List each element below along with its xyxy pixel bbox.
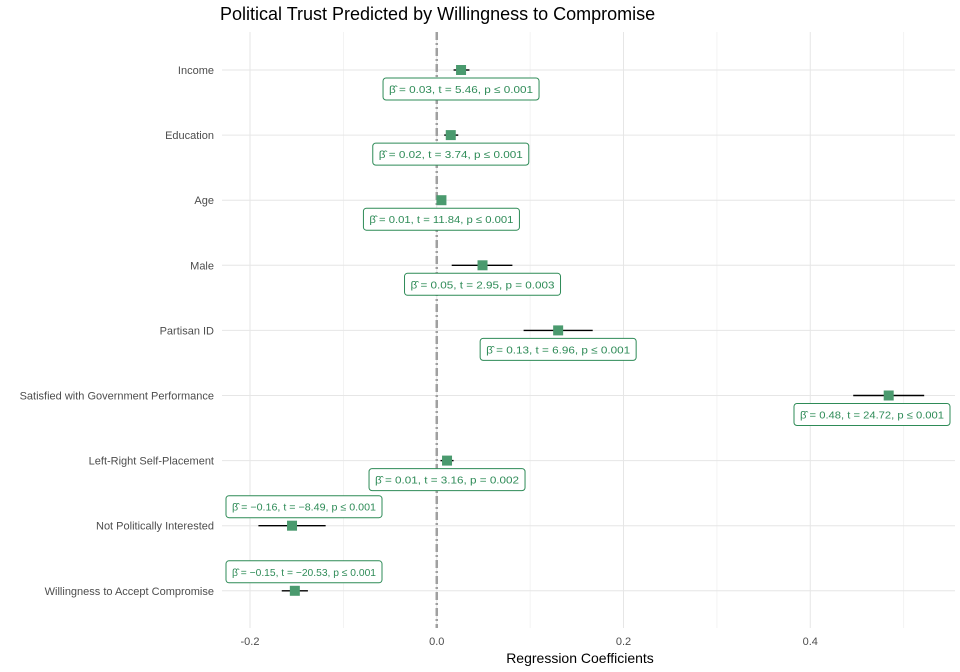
stat-label: β̂ = 0.01, t = 11.84, p ≤ 0.001 bbox=[362, 207, 520, 231]
x-tick-label: 0.4 bbox=[803, 636, 818, 648]
stat-label-box bbox=[404, 272, 562, 296]
stat-label-text: β̂ = 0.03, t = 5.46, p ≤ 0.001 bbox=[389, 84, 533, 96]
stat-label: β̂ = 0.02, t = 3.74, p ≤ 0.001 bbox=[372, 142, 530, 166]
x-axis-label: Regression Coefficients bbox=[506, 650, 654, 666]
estimate-point bbox=[553, 325, 564, 336]
stat-label-box bbox=[225, 495, 383, 519]
x-tick-label: -0.2 bbox=[241, 636, 260, 648]
stat-label-box bbox=[225, 560, 383, 584]
stat-label: β̂ = 0.13, t = 6.96, p ≤ 0.001 bbox=[479, 337, 637, 361]
grid-layer bbox=[222, 32, 955, 628]
chart-title: Political Trust Predicted by Willingness… bbox=[220, 4, 656, 24]
stat-label-text: β̂ = −0.16, t = −8.49, p ≤ 0.001 bbox=[232, 502, 376, 514]
marks-layer bbox=[258, 65, 925, 596]
stat-label-box bbox=[362, 207, 520, 231]
y-tick-label: Income bbox=[178, 65, 214, 77]
stat-label-text: β̂ = 0.02, t = 3.74, p ≤ 0.001 bbox=[379, 149, 523, 161]
stat-label-box bbox=[793, 403, 951, 426]
estimate-point bbox=[477, 260, 488, 271]
stat-label: β̂ = 0.48, t = 24.72, p ≤ 0.001 bbox=[793, 403, 951, 426]
estimate-point bbox=[287, 520, 298, 531]
estimate-point bbox=[456, 65, 467, 75]
labels-layer: β̂ = 0.03, t = 5.46, p ≤ 0.001 β̂ = 0.02,… bbox=[225, 77, 951, 584]
stat-label: β̂ = −0.15, t = −20.53, p ≤ 0.001 bbox=[225, 560, 383, 584]
stat-label-text: β̂ = 0.05, t = 2.95, p = 0.003 bbox=[411, 279, 555, 291]
stat-label-box bbox=[368, 468, 526, 492]
stat-label-text: β̂ = −0.15, t = −20.53, p ≤ 0.001 bbox=[232, 567, 376, 579]
stat-label: β̂ = 0.03, t = 5.46, p ≤ 0.001 bbox=[382, 77, 540, 101]
estimate-point bbox=[436, 195, 447, 206]
estimate-point bbox=[445, 130, 456, 141]
stat-label-box bbox=[382, 77, 540, 101]
stat-label-text: β̂ = 0.01, t = 3.16, p = 0.002 bbox=[375, 475, 519, 487]
estimate-point bbox=[442, 455, 453, 466]
stat-label-text: β̂ = 0.48, t = 24.72, p ≤ 0.001 bbox=[800, 410, 944, 422]
y-tick-label: Not Politically Interested bbox=[96, 521, 214, 533]
y-tick-label: Satisfied with Government Performance bbox=[20, 391, 214, 403]
stat-label-text: β̂ = 0.01, t = 11.84, p ≤ 0.001 bbox=[369, 214, 513, 226]
y-tick-label: Education bbox=[165, 130, 214, 142]
y-tick-label: Left-Right Self-Placement bbox=[89, 456, 214, 468]
stat-label-text: β̂ = 0.13, t = 6.96, p ≤ 0.001 bbox=[486, 344, 630, 356]
y-tick-label: Willingness to Accept Compromise bbox=[45, 586, 214, 598]
stat-label: β̂ = 0.05, t = 2.95, p = 0.003 bbox=[404, 272, 562, 296]
y-tick-label: Partisan ID bbox=[160, 325, 214, 337]
y-tick-labels: Income Education Age Male Partisan ID Satisfi… bbox=[20, 65, 214, 598]
estimate-point bbox=[883, 390, 894, 401]
stat-label-box bbox=[372, 142, 530, 166]
x-tick-labels: -0.2 0.0 0.2 0.4 bbox=[241, 636, 818, 648]
x-tick-label: 0.0 bbox=[429, 636, 444, 648]
stat-label: β̂ = 0.01, t = 3.16, p = 0.002 bbox=[368, 468, 526, 492]
y-tick-label: Male bbox=[190, 260, 214, 272]
estimate-point bbox=[289, 585, 300, 596]
stat-label: β̂ = −0.16, t = −8.49, p ≤ 0.001 bbox=[225, 495, 383, 519]
x-tick-label: 0.2 bbox=[616, 636, 631, 648]
stat-label-box bbox=[479, 337, 637, 361]
y-tick-label: Age bbox=[194, 195, 214, 207]
